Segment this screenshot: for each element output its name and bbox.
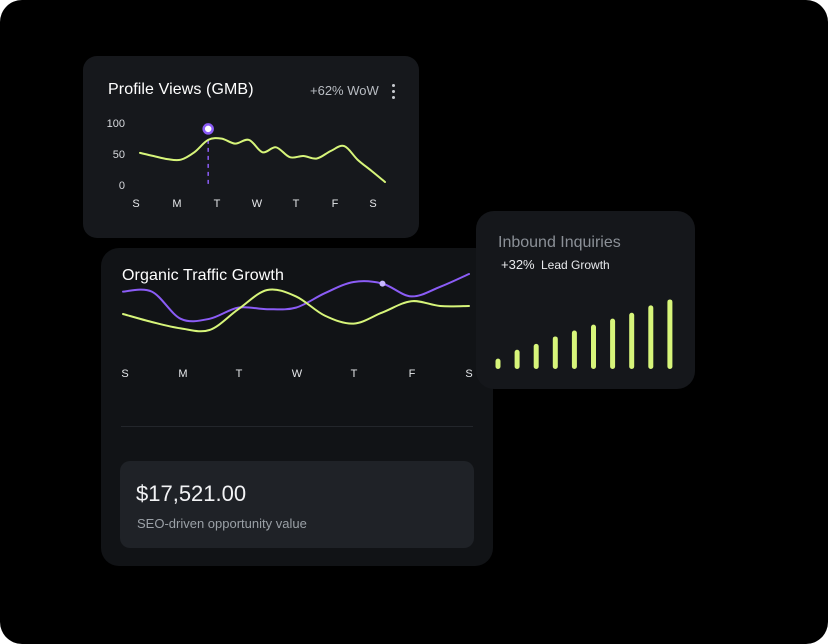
- x-tick: T: [235, 368, 243, 380]
- kebab-menu-icon[interactable]: [392, 84, 396, 100]
- organic-traffic-chart: [122, 273, 470, 333]
- inbound-bar: [648, 305, 654, 369]
- x-tick: T: [350, 368, 358, 380]
- inbound-inquiries-chart: [495, 299, 673, 369]
- inbound-bar: [591, 324, 596, 369]
- x-tick: F: [408, 368, 416, 380]
- inbound-bar: [629, 312, 635, 369]
- organic-traffic-title: Organic Traffic Growth: [122, 267, 284, 284]
- y-tick: 0: [118, 180, 125, 192]
- opportunity-value-box: $17,521.00 SEO-driven opportunity value: [120, 461, 474, 548]
- inbound-change: +32%: [501, 257, 535, 272]
- x-tick: S: [369, 198, 377, 210]
- profile-views-chart: [139, 123, 386, 187]
- x-tick: M: [172, 198, 182, 210]
- inbound-inquiries-card: Inbound Inquiries +32% Lead Growth: [476, 211, 695, 389]
- inbound-change-label: Lead Growth: [541, 258, 610, 272]
- inbound-bar: [552, 336, 558, 369]
- x-tick: W: [251, 198, 263, 210]
- opportunity-value-amount: $17,521.00: [136, 481, 247, 506]
- inbound-bar: [571, 330, 577, 369]
- profile-views-change: +62% WoW: [310, 83, 379, 98]
- inbound-inquiries-title: Inbound Inquiries: [498, 234, 621, 251]
- x-tick: T: [292, 198, 300, 210]
- inbound-bar: [533, 343, 539, 369]
- y-tick: 50: [112, 149, 125, 161]
- highlight-point: [379, 280, 386, 287]
- profile-views-title: Profile Views (GMB): [108, 81, 254, 98]
- profile-views-card: Profile Views (GMB) +62% WoW 100 50 0 S …: [83, 56, 419, 238]
- y-tick: 100: [106, 118, 125, 130]
- x-tick: M: [178, 368, 188, 380]
- inbound-bar: [667, 299, 673, 369]
- organic-traffic-card: Organic Traffic Growth S M T W T F S $17…: [101, 248, 493, 566]
- x-tick: S: [121, 368, 129, 380]
- profile-views-line: [139, 137, 386, 183]
- organic-series-lime-line: [122, 288, 470, 333]
- inbound-bar: [495, 358, 501, 369]
- x-tick: W: [291, 368, 303, 380]
- inbound-bar: [514, 349, 520, 369]
- organic-series-purple-line: [122, 273, 470, 323]
- opportunity-value-label: SEO-driven opportunity value: [137, 516, 307, 531]
- x-tick: F: [331, 198, 339, 210]
- x-tick: S: [465, 368, 473, 380]
- highlight-point: [202, 123, 214, 135]
- inbound-bar: [610, 318, 616, 369]
- x-tick: S: [132, 198, 140, 210]
- x-tick: T: [213, 198, 221, 210]
- divider: [121, 426, 473, 427]
